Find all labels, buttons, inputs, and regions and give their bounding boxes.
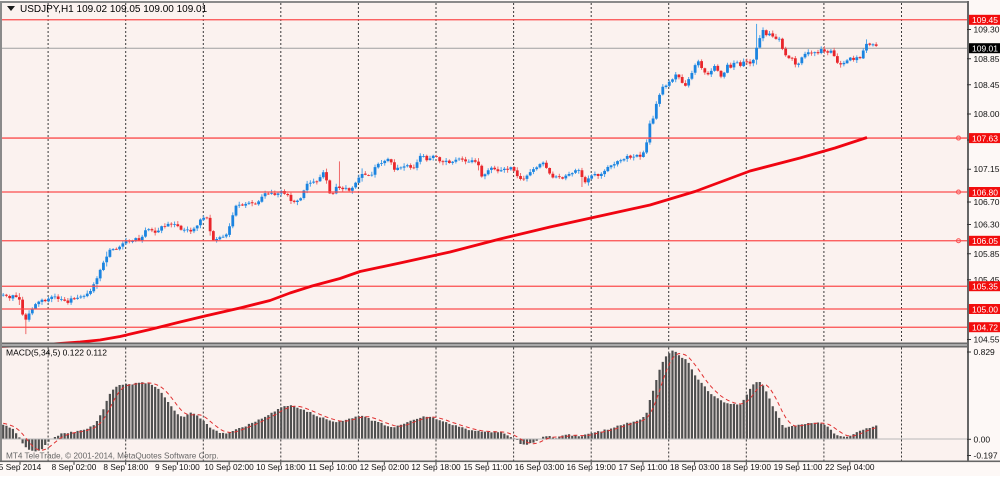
svg-text:105.00: 105.00 bbox=[972, 304, 998, 314]
svg-text:11 Sep 10:00: 11 Sep 10:00 bbox=[308, 462, 357, 472]
svg-text:10 Sep 02:00: 10 Sep 02:00 bbox=[204, 462, 254, 472]
svg-text:107.15: 107.15 bbox=[974, 164, 1000, 174]
svg-text:105.85: 105.85 bbox=[974, 249, 1000, 259]
svg-text:15 Sep 11:00: 15 Sep 11:00 bbox=[463, 462, 512, 472]
svg-text:18 Sep 03:00: 18 Sep 03:00 bbox=[670, 462, 720, 472]
svg-text:17 Sep 11:00: 17 Sep 11:00 bbox=[619, 462, 668, 472]
svg-text:10 Sep 18:00: 10 Sep 18:00 bbox=[256, 462, 306, 472]
svg-text:107.63: 107.63 bbox=[972, 134, 998, 144]
svg-text:MACD(5,34,5) 0.122 0.112: MACD(5,34,5) 0.122 0.112 bbox=[6, 348, 107, 358]
svg-text:5 Sep 2014: 5 Sep 2014 bbox=[0, 462, 42, 472]
svg-text:105.35: 105.35 bbox=[972, 282, 998, 292]
svg-text:108.45: 108.45 bbox=[974, 80, 1000, 90]
svg-text:0.829: 0.829 bbox=[974, 347, 996, 357]
svg-text:106.70: 106.70 bbox=[974, 197, 1000, 207]
svg-text:109.30: 109.30 bbox=[974, 25, 1000, 35]
svg-text:108.85: 108.85 bbox=[974, 54, 1000, 64]
svg-text:106.30: 106.30 bbox=[974, 220, 1000, 230]
svg-text:104.72: 104.72 bbox=[972, 323, 998, 333]
svg-text:8 Sep 18:00: 8 Sep 18:00 bbox=[103, 462, 148, 472]
svg-text:109.01: 109.01 bbox=[972, 43, 998, 53]
svg-text:109.45: 109.45 bbox=[972, 15, 998, 25]
svg-text:19 Sep 11:00: 19 Sep 11:00 bbox=[774, 462, 823, 472]
svg-text:18 Sep 19:00: 18 Sep 19:00 bbox=[722, 462, 772, 472]
svg-text:0.00: 0.00 bbox=[974, 434, 991, 444]
svg-text:16 Sep 03:00: 16 Sep 03:00 bbox=[515, 462, 565, 472]
svg-text:12 Sep 02:00: 12 Sep 02:00 bbox=[360, 462, 410, 472]
svg-text:MT4 TeleTrade, © 2001-2014, Me: MT4 TeleTrade, © 2001-2014, MetaQuotes S… bbox=[6, 452, 219, 461]
svg-text:22 Sep 04:00: 22 Sep 04:00 bbox=[825, 462, 875, 472]
svg-text:106.05: 106.05 bbox=[972, 236, 998, 246]
svg-text:104.55: 104.55 bbox=[974, 335, 1000, 345]
svg-text:USDJPY,H1 109.02 109.05 109.0: USDJPY,H1 109.02 109.05 109.00 109.01 bbox=[20, 4, 208, 15]
svg-text:12 Sep 18:00: 12 Sep 18:00 bbox=[411, 462, 461, 472]
svg-text:106.80: 106.80 bbox=[972, 187, 998, 197]
svg-text:16 Sep 19:00: 16 Sep 19:00 bbox=[567, 462, 617, 472]
svg-text:9 Sep 10:00: 9 Sep 10:00 bbox=[155, 462, 200, 472]
svg-text:108.00: 108.00 bbox=[974, 109, 1000, 119]
svg-text:-0.197: -0.197 bbox=[974, 451, 998, 461]
svg-text:105.45: 105.45 bbox=[974, 275, 1000, 285]
svg-text:8 Sep 02:00: 8 Sep 02:00 bbox=[52, 462, 97, 472]
